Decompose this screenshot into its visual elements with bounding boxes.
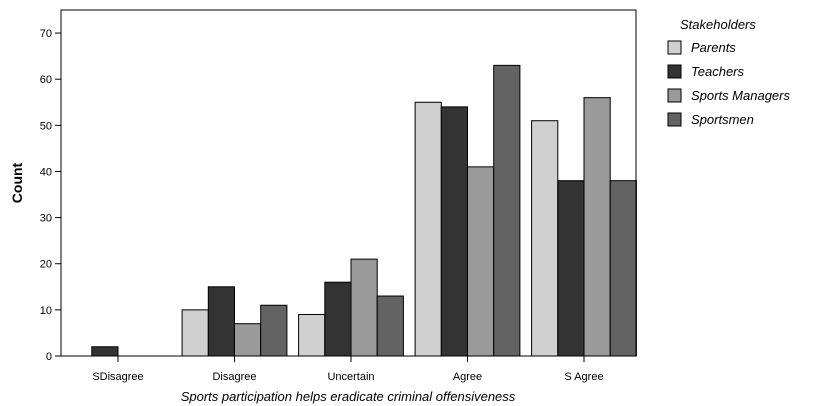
x-tick-label: Agree [453, 371, 482, 383]
y-tick-label: 40 [40, 166, 52, 178]
y-axis: 0 10 20 30 40 50 60 70 [40, 28, 61, 363]
bar-s-agree-sportsmen [609, 180, 637, 357]
bar-uncertain-teachers [324, 281, 352, 357]
bar-sdisagree-teachers [91, 346, 119, 357]
y-tick-label: 60 [40, 74, 52, 86]
x-tick-label: SDisagree [92, 371, 143, 383]
bar-agree-parents [414, 101, 442, 357]
y-tick-label: 0 [46, 351, 52, 363]
bar-disagree-parents [181, 309, 209, 357]
x-axis: SDisagree Disagree Uncertain Agree S Agree [92, 356, 604, 383]
legend-label-teachers: Teachers [691, 64, 744, 79]
bar-disagree-sportsmen [260, 304, 288, 357]
bar-s-agree-teachers [557, 180, 585, 357]
x-tick-label: Disagree [212, 371, 256, 383]
x-tick-label: S Agree [564, 371, 603, 383]
bars-layer [91, 64, 637, 357]
bar-s-agree-sports-managers [583, 97, 611, 357]
y-tick-label: 10 [40, 305, 52, 317]
legend-swatch-teachers [667, 64, 682, 79]
bar-s-agree-parents [531, 120, 559, 357]
bar-uncertain-parents [298, 313, 326, 357]
y-tick-label: 20 [40, 259, 52, 271]
y-tick-label: 70 [40, 28, 52, 40]
bar-agree-sports-managers [467, 166, 495, 357]
bar-uncertain-sportsmen [376, 295, 404, 357]
bar-agree-sportsmen [493, 64, 521, 357]
bar-uncertain-sports-managers [350, 258, 378, 357]
legend-label-sports-managers: Sports Managers [691, 88, 790, 103]
bar-agree-teachers [440, 106, 468, 357]
legend-swatch-sports-managers [667, 88, 682, 103]
bar-disagree-teachers [207, 286, 236, 357]
legend: Stakeholders Parents Teachers Sports Manag… [667, 17, 790, 127]
x-tick-label: Uncertain [327, 371, 374, 383]
legend-title: Stakeholders [680, 17, 756, 32]
plot-area [60, 9, 637, 357]
legend-swatch-sportsmen [667, 112, 682, 127]
y-axis-title: Count [9, 162, 25, 203]
legend-label-parents: Parents [691, 40, 736, 55]
y-tick-label: 50 [40, 120, 52, 132]
bar-disagree-sports-managers [234, 323, 262, 357]
legend-label-sportsmen: Sportsmen [691, 112, 754, 127]
x-axis-title: Sports participation helps eradicate cri… [181, 389, 516, 404]
legend-swatch-parents [667, 40, 682, 55]
y-tick-label: 30 [40, 213, 52, 225]
